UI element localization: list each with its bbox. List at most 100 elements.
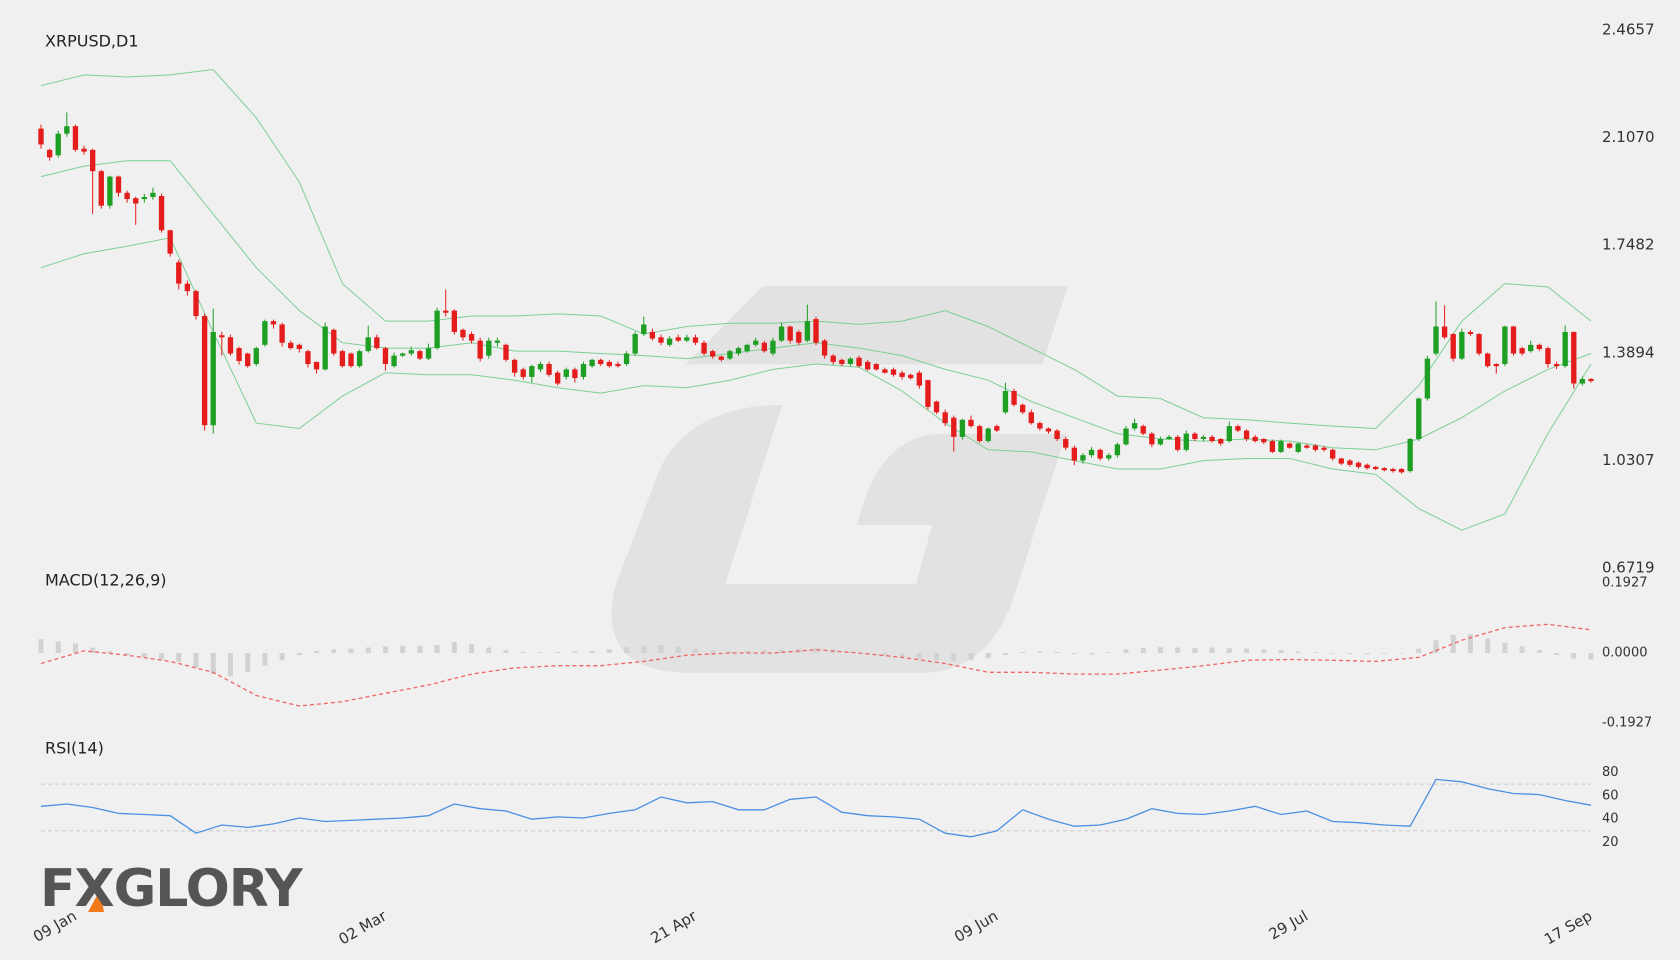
macd-histogram-bar bbox=[779, 649, 785, 653]
candle-body bbox=[1321, 447, 1327, 450]
candle-body bbox=[374, 337, 380, 349]
candle-body bbox=[1209, 436, 1215, 442]
macd-histogram-bar bbox=[1433, 640, 1439, 653]
candle-body bbox=[787, 326, 793, 341]
macd-histogram-bar bbox=[1192, 647, 1198, 653]
candle-body bbox=[821, 340, 828, 356]
macd-histogram-bar bbox=[90, 647, 96, 653]
macd-histogram-bar bbox=[1399, 653, 1405, 654]
candle-body bbox=[796, 331, 802, 343]
macd-histogram-bar bbox=[537, 652, 543, 653]
candle-body bbox=[813, 319, 819, 343]
macd-histogram-bar bbox=[1244, 648, 1250, 653]
macd-histogram-bar bbox=[555, 651, 561, 653]
candle-body bbox=[1459, 331, 1465, 359]
macd-histogram-bar bbox=[107, 651, 113, 653]
candle-body bbox=[511, 359, 518, 373]
macd-histogram-bar bbox=[1450, 634, 1456, 653]
candle-body bbox=[976, 426, 983, 442]
macd-histogram-bar bbox=[882, 653, 888, 656]
macd-histogram-bar bbox=[1571, 653, 1577, 659]
y-tick-label: -0.1927 bbox=[1602, 716, 1652, 731]
macd-histogram-bar bbox=[262, 653, 268, 666]
candle-body bbox=[1571, 331, 1577, 384]
macd-histogram-bar bbox=[296, 653, 302, 656]
candle-body bbox=[184, 283, 191, 292]
candle-body bbox=[1407, 439, 1413, 472]
candle-body bbox=[675, 337, 681, 341]
panel-title: MACD(12,26,9) bbox=[45, 571, 167, 590]
candle-body bbox=[443, 310, 449, 313]
candle-body bbox=[546, 364, 552, 375]
macd-histogram-bar bbox=[520, 651, 526, 653]
candle-body bbox=[839, 359, 845, 365]
y-tick-label: 20 bbox=[1602, 835, 1619, 850]
macd-histogram-bar bbox=[1278, 650, 1284, 653]
macd-histogram-bar bbox=[1020, 651, 1026, 653]
candle-body bbox=[830, 355, 836, 362]
candle-body bbox=[1226, 426, 1233, 442]
candle-body bbox=[753, 340, 759, 345]
candle-body bbox=[262, 321, 268, 345]
candle-body bbox=[623, 353, 630, 365]
candle-body bbox=[916, 372, 923, 386]
candle-body bbox=[1235, 426, 1241, 431]
candle-body bbox=[1536, 344, 1543, 350]
candle-body bbox=[709, 351, 716, 357]
y-tick-label: 0.6719 bbox=[1602, 559, 1655, 577]
candle-body bbox=[649, 331, 656, 339]
macd-histogram-bar bbox=[124, 653, 130, 656]
macd-histogram-bar bbox=[934, 653, 940, 661]
candle-body bbox=[425, 348, 432, 359]
candle-body bbox=[1493, 364, 1499, 367]
candle-body bbox=[1347, 460, 1353, 465]
candle-body bbox=[873, 364, 879, 370]
macd-histogram-bar bbox=[38, 639, 44, 653]
candle-body bbox=[227, 337, 234, 354]
candle-body bbox=[641, 324, 647, 335]
macd-histogram-bar bbox=[916, 653, 922, 659]
macd-histogram-bar bbox=[572, 651, 578, 653]
candle-body bbox=[994, 426, 1000, 431]
macd-histogram-bar bbox=[1123, 649, 1129, 653]
candle-body bbox=[253, 348, 259, 365]
macd-histogram-bar bbox=[55, 641, 61, 653]
candle-body bbox=[985, 428, 991, 442]
candle-body bbox=[477, 340, 483, 359]
macd-histogram-bar bbox=[1519, 646, 1525, 653]
y-tick-label: 2.1070 bbox=[1602, 128, 1655, 146]
candle-body bbox=[1467, 331, 1474, 335]
macd-histogram-bar bbox=[1347, 653, 1353, 655]
candle-body bbox=[365, 337, 371, 352]
candle-body bbox=[339, 351, 346, 367]
candle-body bbox=[1373, 466, 1379, 469]
macd-histogram-bar bbox=[176, 653, 182, 663]
candle-body bbox=[1192, 433, 1198, 440]
candle-body bbox=[1355, 462, 1362, 467]
candle-body bbox=[1106, 455, 1112, 459]
macd-signal-line bbox=[40, 623, 1592, 707]
candle-body bbox=[951, 417, 957, 437]
y-tick-label: 60 bbox=[1602, 788, 1619, 803]
macd-histogram-bar bbox=[606, 649, 612, 653]
macd-histogram-bar bbox=[692, 648, 698, 653]
macd-histogram-bar bbox=[1416, 648, 1422, 653]
candle-body bbox=[580, 364, 587, 377]
candle-body bbox=[1286, 443, 1293, 448]
macd-histogram-bar bbox=[210, 653, 216, 675]
candle-body bbox=[460, 329, 466, 338]
candle-body bbox=[124, 192, 130, 200]
watermark-g bbox=[611, 404, 1067, 673]
candle-body bbox=[1166, 436, 1172, 440]
bollinger-lower bbox=[40, 237, 1592, 531]
macd-histogram-bar bbox=[641, 645, 647, 653]
watermark-bar bbox=[685, 286, 1069, 365]
candle-body bbox=[718, 356, 724, 360]
macd-histogram-bar bbox=[1588, 653, 1594, 660]
macd-histogram-bar bbox=[1089, 653, 1095, 655]
macd-histogram-bar bbox=[193, 653, 199, 668]
candle-body bbox=[1545, 348, 1551, 365]
macd-histogram-bar bbox=[727, 651, 733, 653]
macd-histogram-bar bbox=[847, 652, 853, 653]
